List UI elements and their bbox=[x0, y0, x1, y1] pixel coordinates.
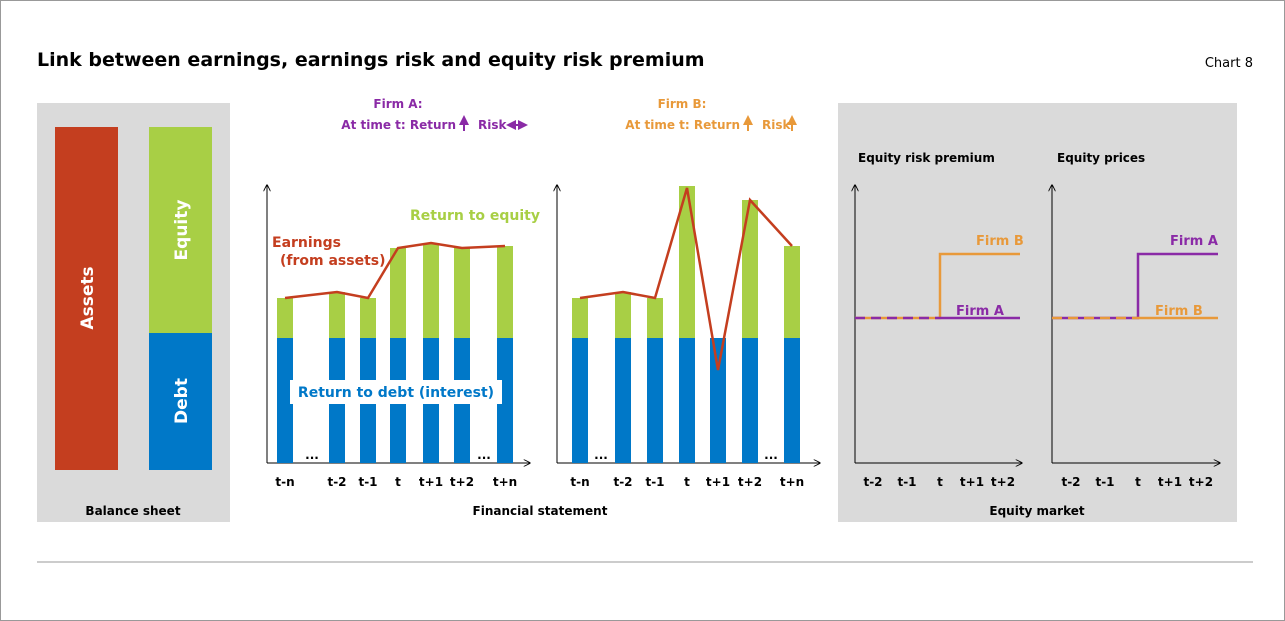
ellipsis: ... bbox=[305, 448, 319, 462]
title: Link between earnings, earnings risk and… bbox=[37, 49, 705, 71]
caption: Equity market bbox=[989, 504, 1084, 518]
line bbox=[855, 252, 1020, 320]
earnings-label: Earnings bbox=[272, 235, 341, 251]
period-label: t-2 bbox=[1061, 475, 1080, 489]
period-label: t+n bbox=[493, 475, 517, 489]
period-label: t bbox=[395, 475, 401, 489]
assets-bar bbox=[55, 127, 118, 470]
equity-label: Equity bbox=[172, 200, 192, 261]
period-label: t+2 bbox=[450, 475, 474, 489]
equity-segment bbox=[742, 200, 758, 338]
line bbox=[1052, 252, 1218, 320]
period-label: t+1 bbox=[1158, 475, 1182, 489]
period-label: t+2 bbox=[1189, 475, 1213, 489]
firm-b-risk: Risk bbox=[762, 118, 791, 132]
debt-segment bbox=[784, 338, 800, 463]
label-box bbox=[290, 380, 502, 404]
period-label: t-2 bbox=[863, 475, 882, 489]
firm-label: Firm B bbox=[1155, 304, 1203, 319]
period-label: t-1 bbox=[897, 475, 916, 489]
firm-a-line: At time t: Return bbox=[341, 118, 456, 132]
period-label: t+1 bbox=[706, 475, 730, 489]
earnings-line bbox=[284, 241, 506, 300]
period-label: t bbox=[684, 475, 690, 489]
period-label: t+1 bbox=[960, 475, 984, 489]
equity-bar bbox=[149, 127, 212, 333]
ellipsis: ... bbox=[594, 448, 608, 462]
period-label: t+1 bbox=[419, 475, 443, 489]
period-label: t+n bbox=[780, 475, 804, 489]
equity-market: t-2 t-1 t t+1 t+2 t-2 t-1 t t+1 t+2 bbox=[855, 185, 1220, 489]
debt-segment bbox=[497, 338, 513, 463]
caption: Financial statement bbox=[473, 504, 608, 518]
firm-label: Firm A bbox=[1170, 234, 1218, 249]
period-label: t-2 bbox=[327, 475, 346, 489]
caption: Balance sheet bbox=[85, 504, 180, 518]
ellipsis: ... bbox=[764, 448, 778, 462]
firm-b-line: At time t: Return bbox=[625, 118, 740, 132]
equity-segment bbox=[679, 186, 695, 338]
debt-bar bbox=[149, 333, 212, 470]
period-label: t-1 bbox=[645, 475, 664, 489]
debt-segment bbox=[572, 338, 588, 463]
firm-a-name: Firm A: bbox=[373, 97, 422, 111]
equity-segment bbox=[497, 246, 513, 338]
equity-segment bbox=[360, 298, 376, 338]
period-label: t-n bbox=[570, 475, 589, 489]
equity-segment bbox=[784, 246, 800, 338]
return-to-equity: Return to equity bbox=[410, 208, 540, 224]
debt-segment bbox=[277, 338, 293, 463]
assets-label: Assets bbox=[78, 266, 98, 329]
firm-label: Firm B bbox=[976, 234, 1024, 249]
debt-segment bbox=[710, 338, 726, 463]
earnings-label: (from assets) bbox=[280, 253, 386, 269]
debt-segment bbox=[615, 338, 631, 463]
debt-segment bbox=[679, 338, 695, 463]
period-label: t-1 bbox=[358, 475, 377, 489]
erp-title: Equity risk premium bbox=[858, 151, 995, 165]
prices-title: Equity prices bbox=[1057, 151, 1145, 165]
chart-label: Chart 8 bbox=[1205, 56, 1253, 71]
period-label: t+2 bbox=[738, 475, 762, 489]
equity-segment bbox=[390, 248, 406, 338]
period-label: t-2 bbox=[613, 475, 632, 489]
period-label: t-1 bbox=[1095, 475, 1114, 489]
firm-a-risk: Risk bbox=[478, 118, 507, 132]
debt-label: Debt bbox=[172, 378, 192, 424]
equity-segment bbox=[572, 298, 588, 338]
debt-segment bbox=[742, 338, 758, 463]
earnings-line bbox=[579, 187, 793, 371]
period-label: t bbox=[937, 475, 943, 489]
firm-label: Firm A bbox=[956, 304, 1004, 319]
ellipsis: ... bbox=[477, 448, 491, 462]
return-to-debt: Return to debt (interest) bbox=[298, 385, 494, 401]
period-label: t+2 bbox=[991, 475, 1015, 489]
period-label: t-n bbox=[275, 475, 294, 489]
equity-segment bbox=[615, 292, 631, 338]
equity-segment bbox=[423, 243, 439, 338]
equity-segment bbox=[454, 248, 470, 338]
panel bbox=[838, 103, 1237, 522]
equity-segment bbox=[647, 298, 663, 338]
period-label: t bbox=[1135, 475, 1141, 489]
debt-segment bbox=[647, 338, 663, 463]
firm-b-name: Firm B: bbox=[658, 97, 707, 111]
equity-segment bbox=[329, 292, 345, 338]
equity-segment bbox=[277, 298, 293, 338]
